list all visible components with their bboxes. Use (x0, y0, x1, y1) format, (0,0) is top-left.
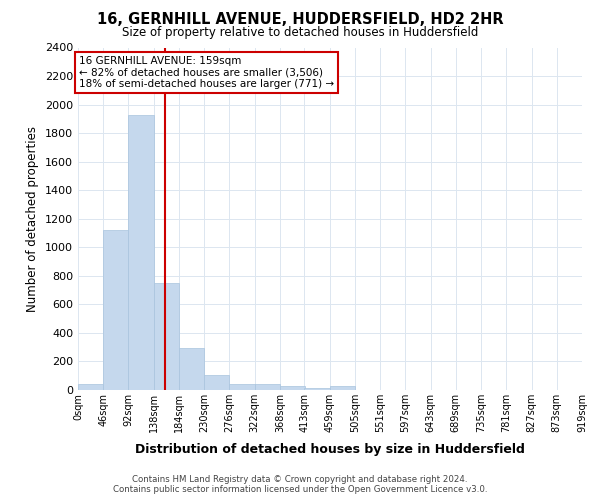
Bar (103, 230, 128, 390)
Bar (128, 114, 154, 390)
X-axis label: Distribution of detached houses by size in Huddersfield: Distribution of detached houses by size … (135, 444, 525, 456)
Bar (280, 386, 305, 390)
Text: Contains HM Land Registry data © Crown copyright and database right 2024.
Contai: Contains HM Land Registry data © Crown c… (113, 474, 487, 494)
Bar (304, 388, 330, 390)
Text: 16 GERNHILL AVENUE: 159sqm
← 82% of detached houses are smaller (3,506)
18% of s: 16 GERNHILL AVENUE: 159sqm ← 82% of deta… (79, 56, 334, 90)
Bar (154, 283, 179, 390)
Y-axis label: Number of detached properties: Number of detached properties (26, 126, 40, 312)
Bar (204, 375, 229, 390)
Bar (229, 384, 254, 390)
Text: Size of property relative to detached houses in Huddersfield: Size of property relative to detached ho… (122, 26, 478, 39)
Bar (179, 348, 204, 390)
Bar (78, 384, 103, 390)
Text: 16, GERNHILL AVENUE, HUDDERSFIELD, HD2 2HR: 16, GERNHILL AVENUE, HUDDERSFIELD, HD2 2… (97, 12, 503, 28)
Bar (254, 384, 280, 390)
Bar (330, 386, 355, 390)
